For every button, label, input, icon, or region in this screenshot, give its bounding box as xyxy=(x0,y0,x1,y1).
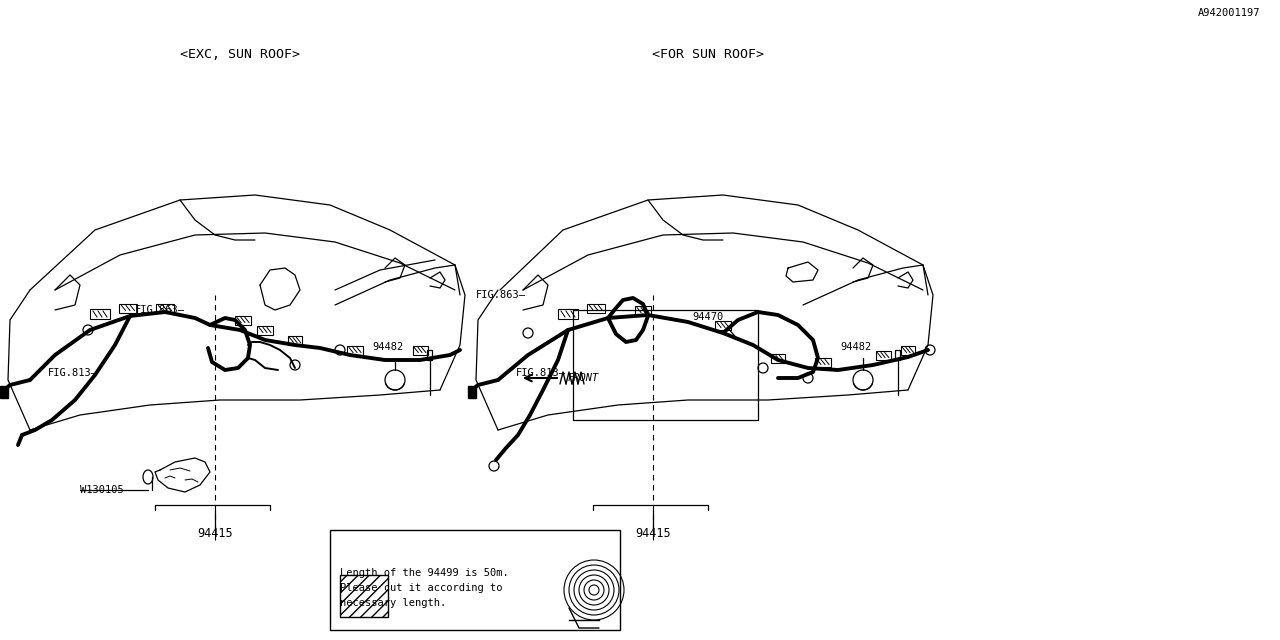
Bar xyxy=(0,386,8,398)
Text: 94482: 94482 xyxy=(841,342,872,352)
Bar xyxy=(14,443,22,455)
Text: 94415: 94415 xyxy=(635,527,671,540)
Text: Length of the 94499 is 50m.
Please cut it according to
necessary length.: Length of the 94499 is 50m. Please cut i… xyxy=(340,568,508,607)
Text: A942001197: A942001197 xyxy=(1198,8,1260,18)
Bar xyxy=(468,386,476,398)
Bar xyxy=(340,575,388,617)
Text: FIG.813—: FIG.813— xyxy=(49,368,99,378)
Text: <EXC, SUN ROOF>: <EXC, SUN ROOF> xyxy=(180,49,300,61)
Text: FIG.863—: FIG.863— xyxy=(134,305,186,315)
Text: 94499: 94499 xyxy=(399,595,440,607)
Bar xyxy=(330,530,620,630)
Text: <FOR SUN ROOF>: <FOR SUN ROOF> xyxy=(652,49,764,61)
Text: FIG.813—: FIG.813— xyxy=(516,368,566,378)
Text: 94482: 94482 xyxy=(372,342,403,352)
Text: 94470: 94470 xyxy=(692,312,723,322)
Text: FIG.863—: FIG.863— xyxy=(476,290,526,300)
Text: 94415: 94415 xyxy=(197,527,233,540)
Text: W130105: W130105 xyxy=(79,485,124,495)
Text: FRONT: FRONT xyxy=(568,373,599,383)
